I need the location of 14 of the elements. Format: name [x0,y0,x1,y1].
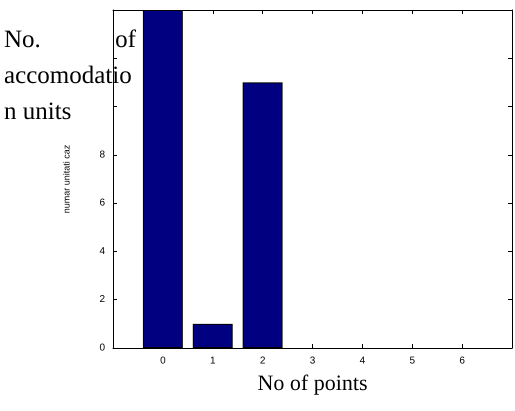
x-axis-title: No of points [256,370,368,396]
y-tick-label: 6 [99,198,106,209]
x-tick-label: 1 [210,356,216,366]
y-tick-label: 2 [99,294,106,306]
y-tick-label: 0 [99,342,106,354]
x-tick-label: 5 [409,356,416,366]
x-tick-label: 6 [459,356,466,366]
x-tick-label: 4 [360,356,366,366]
x-tick-label: 3 [310,356,316,366]
x-tick-label: 2 [260,356,266,366]
y-tick-label: 8 [99,149,106,160]
x-tick-label: 0 [160,356,166,366]
y-tick-label: 4 [99,246,106,257]
y-axis-title: numar unitati caz [62,144,72,214]
